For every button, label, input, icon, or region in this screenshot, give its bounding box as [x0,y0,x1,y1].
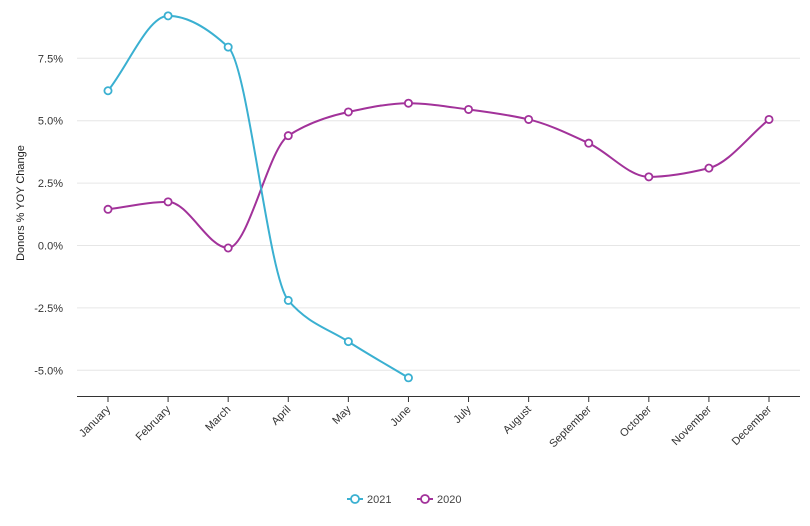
x-tick-label: September [547,403,594,450]
legend-marker [350,494,360,504]
series-2021 [103,11,413,383]
x-tick-label: August [501,404,534,437]
x-tick-label: May [330,403,354,427]
y-tick-label: 7.5% [38,53,63,65]
data-point [403,373,413,383]
data-point [764,114,774,124]
x-tick-label: December [730,403,775,448]
data-point [283,131,293,141]
data-point [403,98,413,108]
data-point [103,86,113,96]
data-point [163,197,173,207]
y-tick-label: -2.5% [34,303,63,315]
data-point [704,163,714,173]
legend-item-2020: 2020 [417,494,461,506]
axes: -5.0% -2.5% 0.0% 2.5% 5.0% 7.5% January Februar… [34,53,800,450]
x-tick-label: January [77,403,114,440]
series-2020 [103,98,774,253]
data-point [103,204,113,214]
y-axis-title: Donors % YOY Change [15,145,27,261]
x-tick-label: April [269,404,293,428]
x-tick-label: March [203,404,233,434]
y-tick-label: 0.0% [38,241,63,253]
data-point [584,138,594,148]
data-point [343,107,353,117]
data-point [524,114,534,124]
data-point [464,104,474,114]
x-tick-label: June [388,404,413,429]
legend-item-2021: 2021 [347,494,391,506]
series-line-2020 [107,102,770,249]
data-point [223,42,233,52]
y-tick-label: 5.0% [38,116,63,128]
data-point [644,172,654,182]
legend-label: 2020 [437,494,461,506]
x-tick-label: November [670,403,715,448]
y-tick-label: -5.0% [34,365,63,377]
legend: 2021 2020 [347,494,461,506]
x-tick-label: July [451,403,474,426]
y-tick-label: 2.5% [38,178,63,190]
legend-label: 2021 [367,494,391,506]
data-point [343,337,353,347]
data-point [223,243,233,253]
gridlines [77,57,800,371]
data-point [163,11,173,21]
legend-marker [420,494,430,504]
x-tick-label: February [134,403,174,443]
x-tick-label: October [618,403,654,439]
data-point [283,295,293,305]
series-layer [103,11,774,383]
